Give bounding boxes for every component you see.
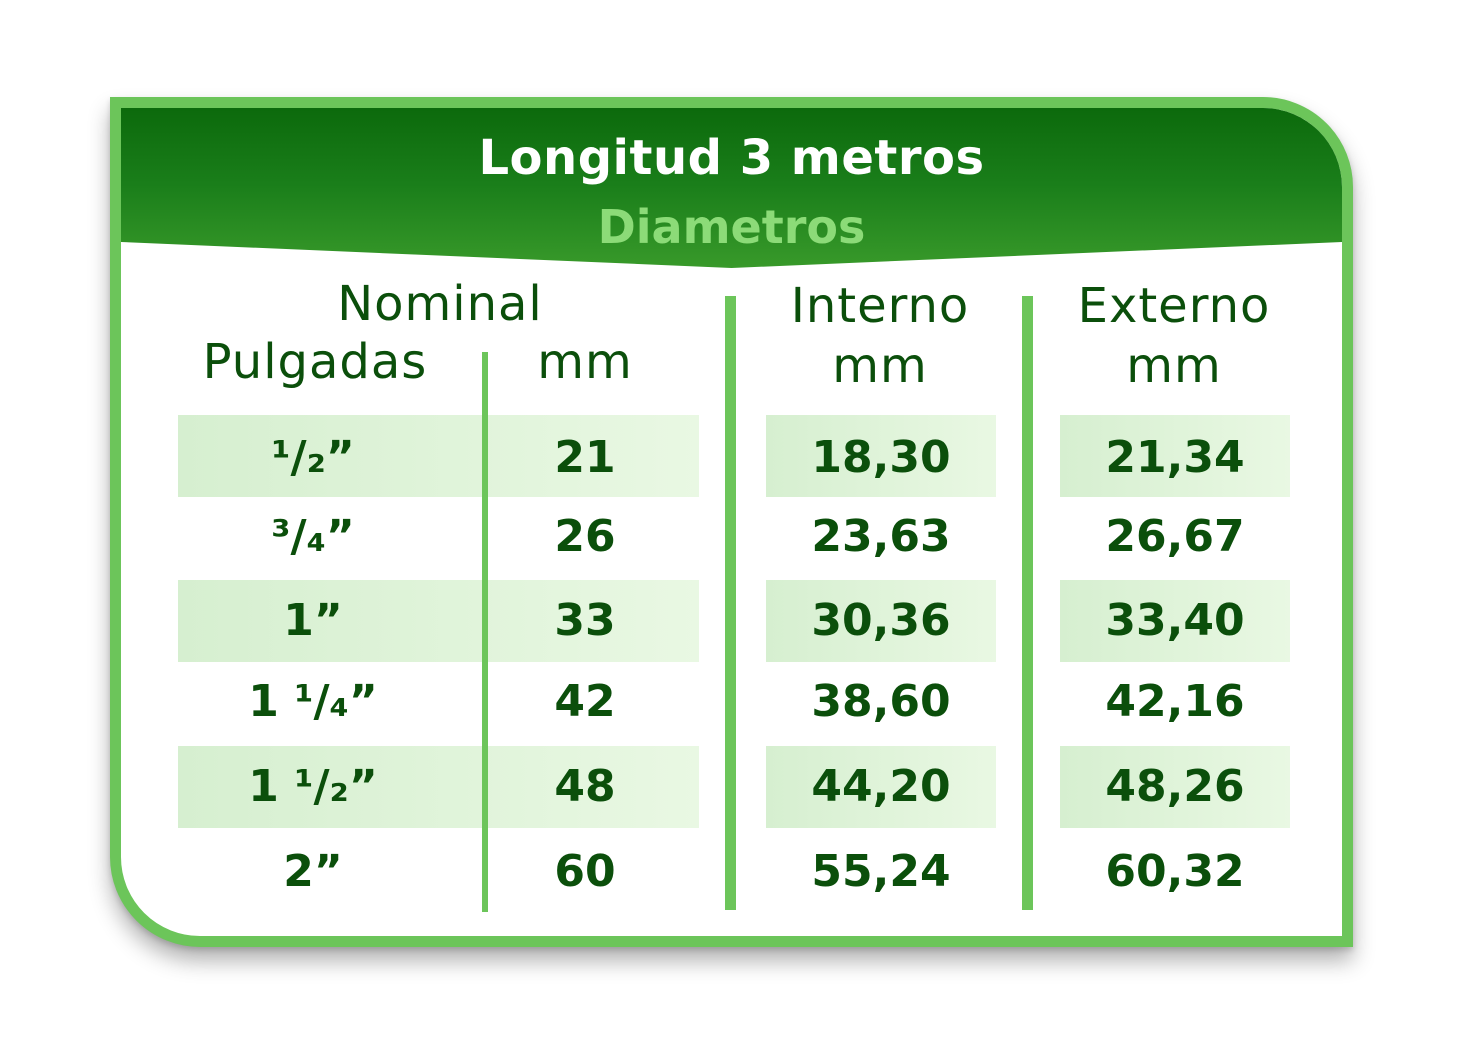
interno-cell: 18,30 <box>811 432 951 483</box>
row-band <box>1060 415 1290 497</box>
interno-cell: 55,24 <box>811 846 951 897</box>
row-band <box>766 415 996 497</box>
interno-cell: 38,60 <box>811 676 951 727</box>
row-band <box>178 746 699 828</box>
mm-cell: 26 <box>554 511 616 562</box>
nominal-mm-heading: mm <box>537 334 633 390</box>
interno-cell: 23,63 <box>811 511 951 562</box>
interno-cell: 30,36 <box>811 595 951 646</box>
table-header <box>121 108 1342 268</box>
nominal-interno-divider <box>725 296 736 910</box>
row-band <box>178 580 699 662</box>
row-band <box>766 580 996 662</box>
interno-externo-divider <box>1022 296 1033 910</box>
nominal-heading: Nominal <box>337 276 543 332</box>
externo-cell: 60,32 <box>1105 846 1245 897</box>
pulgadas-cell: ³/₄” <box>271 511 355 562</box>
interno-mm-heading: mm <box>832 338 928 394</box>
externo-cell: 26,67 <box>1105 511 1245 562</box>
externo-cell: 42,16 <box>1105 676 1245 727</box>
externo-mm-heading: mm <box>1126 338 1222 394</box>
pulgadas-cell: 1” <box>283 595 343 646</box>
pulgadas-cell: ¹/₂” <box>271 432 355 483</box>
mm-cell: 48 <box>554 761 616 812</box>
pulgadas-mm-divider <box>482 352 488 912</box>
pulgadas-cell: 2” <box>283 846 343 897</box>
pulgadas-cell: 1 ¹/₄” <box>248 676 378 727</box>
externo-cell: 33,40 <box>1105 595 1245 646</box>
externo-heading: Externo <box>1077 278 1271 334</box>
mm-cell: 42 <box>554 676 616 727</box>
mm-cell: 33 <box>554 595 616 646</box>
interno-cell: 44,20 <box>811 761 951 812</box>
interno-heading: Interno <box>790 278 970 334</box>
externo-cell: 48,26 <box>1105 761 1245 812</box>
row-band <box>1060 746 1290 828</box>
table-title: Longitud 3 metros <box>478 130 985 186</box>
pulgadas-cell: 1 ¹/₂” <box>248 761 378 812</box>
row-band <box>766 746 996 828</box>
mm-cell: 60 <box>554 846 616 897</box>
table-subtitle: Diametros <box>597 200 866 254</box>
row-band <box>178 415 699 497</box>
pulgadas-heading: Pulgadas <box>202 334 428 390</box>
mm-cell: 21 <box>554 432 616 483</box>
externo-cell: 21,34 <box>1105 432 1245 483</box>
row-band <box>1060 580 1290 662</box>
